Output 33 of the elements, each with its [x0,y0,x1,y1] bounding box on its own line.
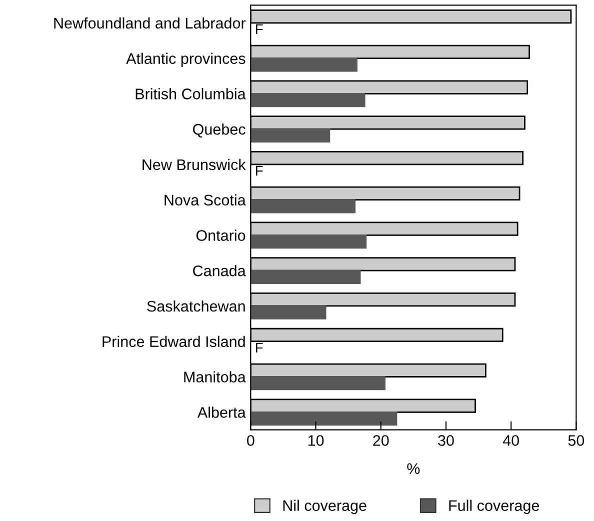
x-tick-label: 10 [308,435,324,446]
y-tick-label: Prince Edward Island [102,336,245,348]
x-tick-label: 40 [502,435,519,446]
y-tick-label: Newfoundland and Labrador [54,17,246,29]
legend-label: Full coverage [449,500,540,514]
x-tick-label: 50 [568,435,584,446]
bar [250,270,361,284]
legend-label: Nil coverage [283,500,366,514]
bar [250,376,386,390]
y-tick-label: Alberta [197,406,246,418]
bar [250,411,398,426]
bar [250,305,326,320]
y-tick-label: Ontario [196,230,246,241]
annotation: F [256,24,263,34]
y-tick-label: New Brunswick [142,158,246,170]
x-tick-label: 20 [373,435,389,446]
y-tick-label: Saskatchewan [147,300,245,312]
bar [250,58,358,72]
y-tick-label: Canada [193,265,246,276]
x-tick-label: 30 [438,435,454,446]
bar [250,128,330,142]
y-tick-label: British Columbia [136,88,246,100]
x-tick-label: 0 [247,435,254,446]
y-tick-label: Atlantic provinces [126,52,246,67]
y-tick-label: Quebec [193,124,246,138]
bar [250,199,356,214]
bar [250,92,366,108]
annotation: F [256,166,263,176]
y-tick-label: Nova Scotia [164,194,246,206]
y-tick-label: Manitoba [184,371,246,382]
annotation: F [256,342,263,352]
x-axis-title: % [407,463,420,474]
bar [250,234,367,249]
